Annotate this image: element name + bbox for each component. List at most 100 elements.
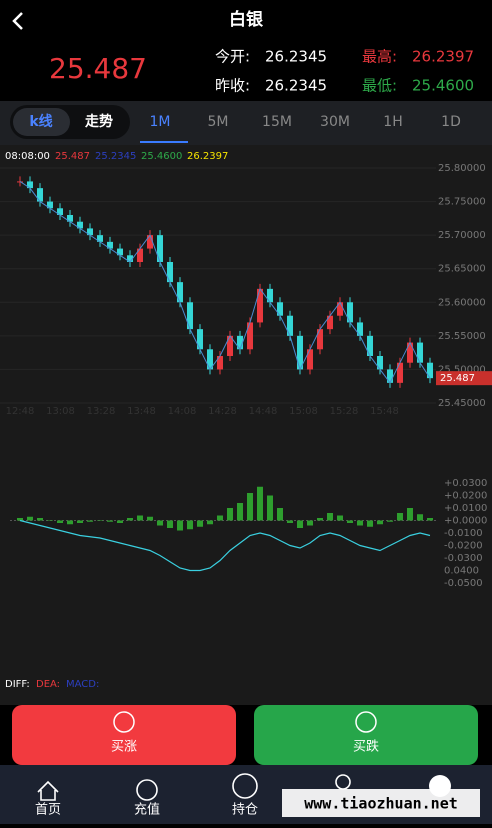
tab[interactable]: 5M <box>208 114 229 130</box>
macd-bar <box>407 508 413 521</box>
macd-bar <box>347 520 353 523</box>
candle <box>197 329 203 350</box>
macd-bar <box>377 520 383 525</box>
macd-bar <box>357 520 363 526</box>
macd-bar <box>117 520 123 523</box>
candle <box>227 335 233 356</box>
macd-bar <box>257 486 263 521</box>
macd-bar <box>337 515 343 521</box>
macd-bar <box>277 508 283 521</box>
y-tick-label: 25.70000 <box>438 230 486 241</box>
macd-bar <box>427 518 433 521</box>
y-tick-label: 25.65000 <box>438 264 486 275</box>
macd-tick-label: -0.0200 <box>444 541 483 552</box>
macd-bar <box>77 520 83 523</box>
macd-bar <box>307 520 313 526</box>
y-tick-label: 25.75000 <box>438 197 486 208</box>
candle <box>37 188 43 202</box>
macd-bar <box>287 520 293 523</box>
nav-position[interactable]: 持仓 <box>232 803 258 818</box>
candle <box>117 248 123 256</box>
back-button[interactable] <box>12 12 23 30</box>
candle <box>377 356 383 370</box>
candle <box>277 302 283 316</box>
candle <box>147 235 153 249</box>
y-tick-label: 25.80000 <box>438 163 486 174</box>
candle <box>337 302 343 316</box>
candle <box>207 349 213 370</box>
macd-tick-label: -0.0300 <box>444 553 483 564</box>
low-label: 最低: <box>362 77 397 95</box>
macd-tick-label: +0.0000 <box>444 516 487 527</box>
x-tick-label: 12:48 <box>6 406 35 417</box>
buy-up-button[interactable] <box>12 705 236 765</box>
macd-bar <box>387 520 393 522</box>
x-tick-label: 14:08 <box>168 406 197 417</box>
candle <box>167 262 173 283</box>
buy-down-icon <box>355 711 377 733</box>
macd-bar <box>67 520 73 525</box>
x-tick-label: 15:48 <box>370 406 399 417</box>
tab[interactable]: 1H <box>383 114 402 130</box>
candle <box>347 302 353 323</box>
x-tick-label: 14:48 <box>249 406 278 417</box>
macd-bar <box>367 520 373 527</box>
last-price-tag <box>436 371 492 386</box>
tab[interactable]: 1M <box>150 114 171 130</box>
candle <box>57 208 63 215</box>
tab[interactable]: 15M <box>262 114 292 130</box>
buy-down-button[interactable] <box>254 705 478 765</box>
macd-bar <box>147 516 153 521</box>
title: 白银 <box>229 9 264 30</box>
watermark: www.tiaozhuan.net <box>304 795 458 813</box>
legend-open: 25.2345 <box>95 151 136 162</box>
candle <box>357 322 363 336</box>
high-label: 最高: <box>362 48 397 66</box>
macd-tick-label: +0.0100 <box>444 503 487 514</box>
tab[interactable]: 走势 <box>85 113 113 130</box>
macd-bar <box>37 518 43 521</box>
candle <box>237 335 243 350</box>
candle <box>67 215 73 222</box>
macd-bar <box>167 520 173 528</box>
candle <box>157 235 163 262</box>
candle <box>137 248 143 262</box>
macd-bar <box>187 520 193 530</box>
prev-label: 昨收: <box>215 77 250 95</box>
tab[interactable]: 1D <box>441 114 461 130</box>
diff-line <box>19 519 431 572</box>
candle <box>257 288 263 323</box>
macd-bar <box>297 520 303 528</box>
tab[interactable]: k线 <box>29 113 52 130</box>
macd-bar <box>57 520 63 523</box>
macd-bar <box>47 520 53 521</box>
candle <box>307 349 313 370</box>
watermark-bg <box>282 789 480 817</box>
x-tick-label: 13:08 <box>46 406 75 417</box>
candle <box>97 235 103 242</box>
macd-bar <box>27 516 33 521</box>
macd-bar <box>87 520 93 522</box>
buy-down-label[interactable]: 买跌 <box>353 739 379 755</box>
y-tick-label: 25.55000 <box>438 331 486 342</box>
macd-tick-label: -0.0500 <box>444 578 483 589</box>
candle <box>367 335 373 356</box>
candle <box>127 255 133 262</box>
candle <box>177 282 183 303</box>
macd-tick-label: -0.0100 <box>444 528 483 539</box>
macd-tick-label: +0.0200 <box>444 491 487 502</box>
legend-close: 25.487 <box>55 151 90 162</box>
y-tick-label: 25.45000 <box>438 398 486 409</box>
macd-bar <box>247 493 253 521</box>
tab[interactable]: 30M <box>320 114 350 130</box>
macd-bar <box>177 520 183 531</box>
nav-home[interactable]: 首页 <box>35 803 61 818</box>
position-icon <box>232 773 258 799</box>
macd-bar <box>417 514 423 521</box>
nav-recharge[interactable]: 充值 <box>134 802 160 818</box>
candle <box>87 228 93 236</box>
buy-up-label[interactable]: 买涨 <box>111 740 137 755</box>
macd-bar <box>207 520 213 525</box>
chart-area <box>0 145 492 705</box>
